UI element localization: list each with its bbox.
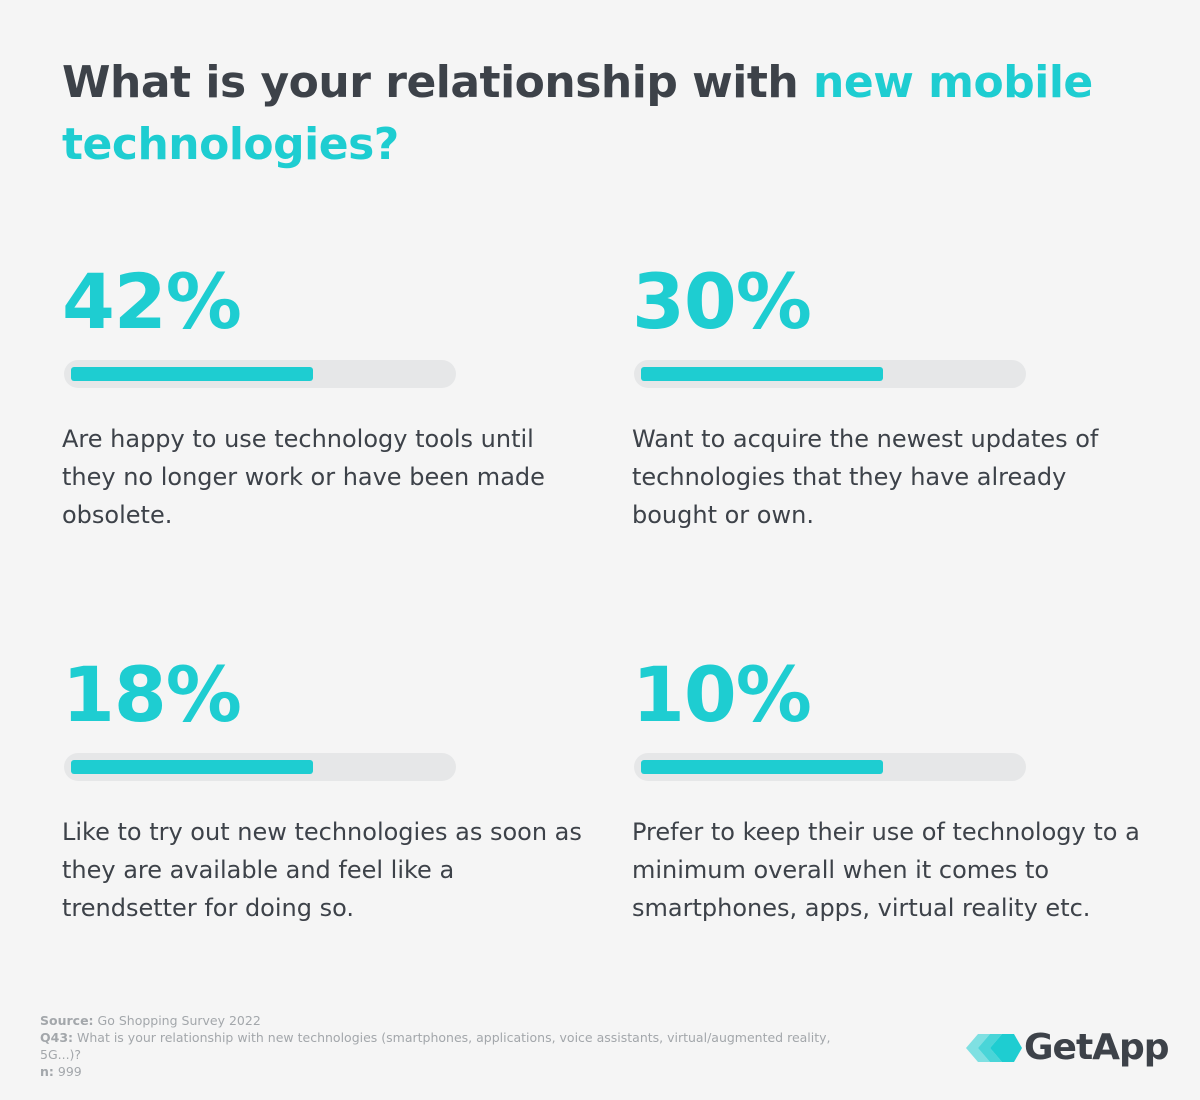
- stat-card: 10% Prefer to keep their use of technolo…: [632, 650, 1152, 923]
- stat-text: Want to acquire the newest updates of te…: [632, 425, 1099, 529]
- bar-track: [64, 753, 456, 781]
- n-line: n: 999: [40, 1063, 870, 1080]
- bar-track: [64, 360, 456, 388]
- n-value: 999: [57, 1064, 82, 1079]
- bar-track: [634, 753, 1026, 781]
- stat-value: 42%: [62, 257, 242, 346]
- logo-text: GetApp: [1024, 1027, 1170, 1068]
- source: Go Shopping Survey 2022: [97, 1013, 261, 1028]
- source-label: Source:: [40, 1013, 94, 1028]
- stat-text: Are happy to use technology tools until …: [62, 425, 545, 529]
- stat-value: 30%: [632, 257, 812, 346]
- bar-fill: [641, 367, 883, 381]
- question-label: Q43:: [40, 1030, 74, 1045]
- title-highlight: new mobile technologies?: [62, 57, 1093, 170]
- stat-card: 18% Like to try out new technologies as …: [62, 650, 582, 923]
- stat-value: 10%: [632, 650, 812, 739]
- stat-value: 18%: [62, 650, 242, 739]
- question-line: Q43: What is your relationship with new …: [40, 1029, 870, 1063]
- bar-fill: [641, 760, 883, 774]
- logo-icon: [966, 1034, 1022, 1062]
- bar-fill: [71, 367, 313, 381]
- n-label: n:: [40, 1064, 54, 1079]
- logo: GetApp: [964, 1026, 1174, 1070]
- source-line: Source: Go Shopping Survey 2022: [40, 1012, 870, 1029]
- stat-text: Prefer to keep their use of technology t…: [632, 818, 1140, 922]
- footer: Source: Go Shopping Survey 2022 Q43: Wha…: [40, 1012, 870, 1080]
- bar-track: [634, 360, 1026, 388]
- stat-card: 30% Want to acquire the newest updates o…: [632, 257, 1152, 530]
- title-start: What is your relationship with: [62, 57, 814, 108]
- bar-fill: [71, 760, 313, 774]
- stat-card: 42% Are happy to use technology tools un…: [62, 257, 582, 530]
- question: What is your relationship with new techn…: [40, 1030, 831, 1062]
- stat-text: Like to try out new technologies as soon…: [62, 818, 582, 922]
- title: What is your relationship with new mobil…: [62, 52, 1102, 176]
